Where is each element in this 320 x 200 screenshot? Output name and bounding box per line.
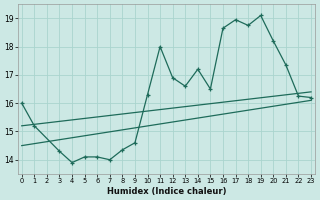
X-axis label: Humidex (Indice chaleur): Humidex (Indice chaleur) (107, 187, 226, 196)
